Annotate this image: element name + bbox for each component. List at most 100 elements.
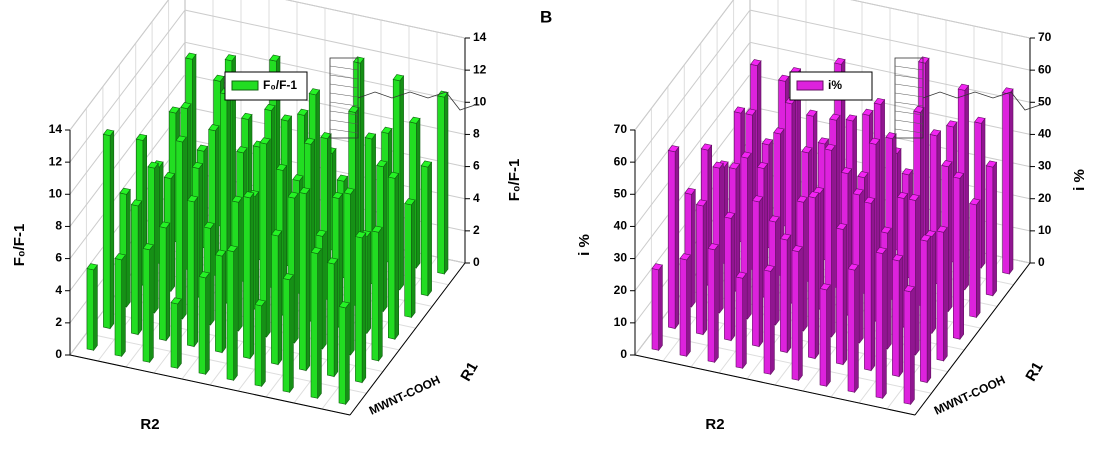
bar-top [297, 108, 309, 116]
bar [807, 191, 820, 360]
bar-front [952, 176, 961, 340]
bar [903, 285, 915, 406]
nanotube-ring [894, 110, 924, 116]
bar-side [193, 196, 199, 348]
bar-top [364, 132, 377, 140]
bar-top [168, 106, 181, 114]
bar-top [135, 133, 148, 141]
bar-side [948, 161, 953, 313]
grid-line [69, 0, 466, 131]
bar-top [957, 83, 970, 91]
z-tick-label: 70 [1038, 30, 1052, 44]
bar-top [707, 243, 719, 251]
nanotube-ring [894, 119, 924, 125]
bar [226, 245, 238, 382]
bar-top [376, 160, 388, 168]
bar-top [750, 59, 762, 67]
grid-line [634, 9, 1031, 163]
bar-side [730, 212, 736, 342]
bar-top [226, 245, 238, 253]
bar-side [411, 199, 416, 319]
bar-top [908, 193, 920, 201]
nanotube-ring [894, 128, 924, 134]
bar-top [270, 229, 283, 237]
bar [847, 263, 859, 394]
bar-front [892, 259, 900, 377]
bar [985, 160, 998, 297]
bar-top [875, 246, 887, 255]
bar-top [264, 103, 276, 112]
bar-front [735, 276, 743, 369]
bar-top [779, 233, 792, 241]
bar-top [338, 301, 350, 309]
z-tick-label: 70 [614, 122, 628, 136]
molecule-sketch [894, 57, 1041, 139]
z-tick-label: 50 [614, 186, 628, 200]
bar [863, 196, 876, 372]
bar [170, 297, 182, 370]
bar-side [415, 117, 421, 269]
bar [952, 171, 965, 341]
bar-side [289, 274, 294, 394]
bar-side [333, 258, 339, 378]
bar-side [399, 75, 404, 291]
nanotube-ring [894, 92, 924, 98]
bar-top [130, 199, 143, 207]
nanotube-ring [329, 92, 359, 98]
bar-side [137, 200, 143, 336]
z-axis-title: i % [576, 234, 593, 256]
bar-top [191, 161, 204, 169]
bar-top [315, 229, 327, 237]
x-axis-title: R2 [705, 416, 724, 433]
legend-label: i% [828, 78, 842, 92]
nanotube-ring [329, 74, 359, 80]
bar-side [959, 172, 965, 341]
bar-top [700, 143, 713, 151]
bar-front [299, 192, 307, 371]
y-axis-title: R1 [1022, 359, 1046, 384]
bar-top [868, 137, 881, 145]
bar-side [383, 161, 388, 313]
z-tick-label: 20 [614, 283, 628, 297]
bar-top [768, 215, 780, 223]
bar-side [266, 138, 271, 338]
bar-top [941, 160, 953, 168]
z-tick-label: 10 [1038, 223, 1052, 237]
bar-top [728, 162, 741, 170]
bar-side [714, 244, 719, 364]
chart-panel: 0 0 10 10 20 20 30 30 40 40 50 50 60 60 70 70 Bi % i % R2 R… [540, 0, 1088, 433]
bar [791, 245, 803, 382]
bar-front [724, 216, 732, 341]
bar-front [338, 306, 347, 405]
nanotube-ring [894, 74, 924, 80]
x-axis [69, 354, 351, 416]
bar-side [322, 230, 327, 350]
nanotube-ring [894, 83, 924, 89]
bar [763, 264, 775, 376]
bar-side [182, 136, 187, 320]
bar-side [658, 264, 663, 352]
legend-swatch [796, 80, 824, 91]
bar-top [695, 199, 708, 207]
bar-side [345, 302, 350, 406]
bar-top [740, 151, 752, 159]
bar-side [177, 298, 182, 370]
bar-front [707, 248, 715, 363]
bar-top [196, 144, 209, 152]
bar-front [920, 239, 928, 383]
bar [1002, 87, 1014, 275]
bar [298, 187, 311, 372]
bar-front [903, 290, 912, 405]
bar-top [213, 74, 225, 82]
nanotube-ring [894, 101, 924, 107]
bar-front [679, 258, 687, 357]
bar [114, 253, 126, 358]
bar [198, 271, 210, 376]
z-tick-label: 8 [55, 219, 62, 233]
bar-side [350, 188, 355, 356]
y-tick-label: MWNT-COOH [367, 373, 442, 418]
bar-top [929, 129, 942, 137]
grid-line [634, 41, 1031, 195]
bar [723, 211, 736, 342]
bar [270, 229, 283, 366]
